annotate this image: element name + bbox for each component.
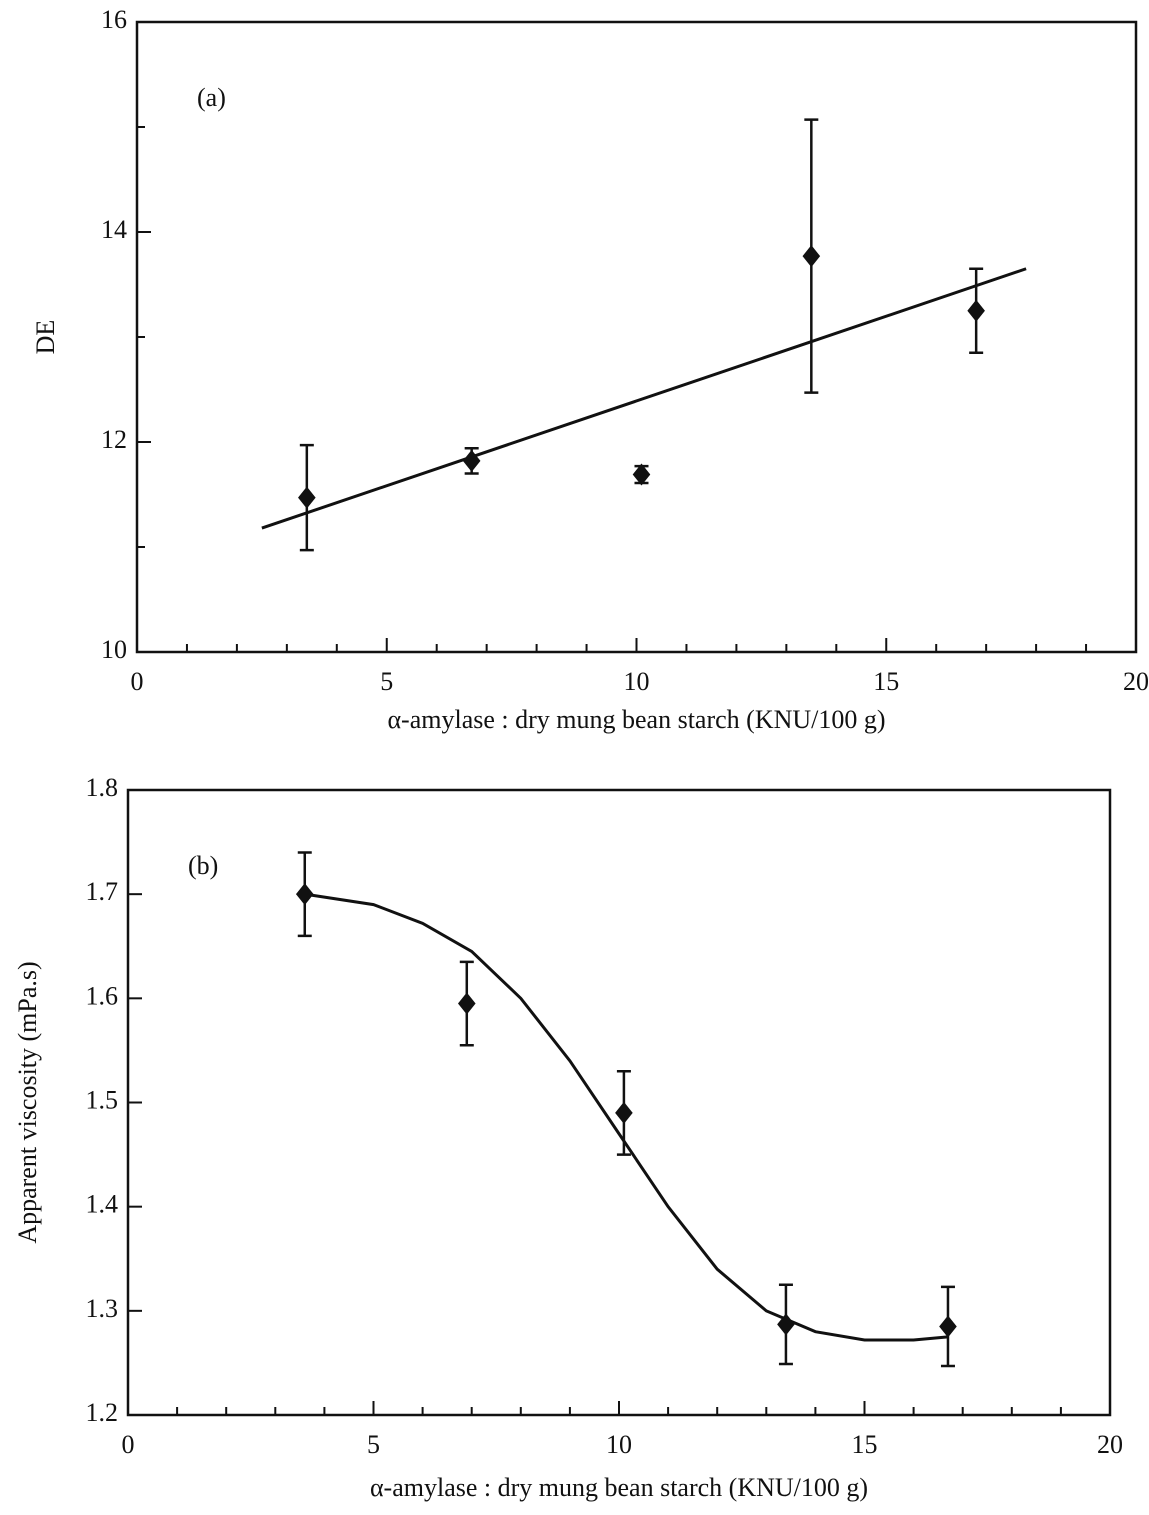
x-tick-label: 5 <box>380 667 393 696</box>
data-point <box>298 486 316 509</box>
y-tick-label: 16 <box>101 5 127 34</box>
y-tick-label: 1.4 <box>86 1190 119 1219</box>
fit-line <box>261 267 1027 530</box>
x-tick-label: 20 <box>1097 1430 1123 1459</box>
x-axis-label: α-amylase : dry mung bean starch (KNU/10… <box>387 705 885 734</box>
data-point <box>777 1313 795 1336</box>
data-point <box>295 883 314 906</box>
data-point <box>802 245 821 268</box>
x-tick-label: 10 <box>624 667 650 696</box>
y-tick-label: 1.3 <box>86 1294 119 1323</box>
y-tick-label: 1.5 <box>86 1085 119 1114</box>
x-tick-label: 0 <box>122 1430 135 1459</box>
fit-line <box>304 892 949 1342</box>
x-tick-label: 5 <box>367 1430 380 1459</box>
data-point <box>615 1101 633 1124</box>
plot-frame <box>135 20 1138 654</box>
y-tick-label: 1.2 <box>86 1398 119 1427</box>
x-tick-label: 10 <box>606 1430 632 1459</box>
y-tick-label: 1.7 <box>86 877 119 906</box>
x-tick-label: 15 <box>852 1430 878 1459</box>
x-tick-label: 0 <box>131 667 144 696</box>
y-tick-label: 12 <box>101 425 127 454</box>
x-axis-label: α-amylase : dry mung bean starch (KNU/10… <box>370 1473 868 1502</box>
y-axis-label: Apparent viscosity (mPa.s) <box>13 961 42 1243</box>
y-tick-label: 14 <box>101 215 127 244</box>
plot-frame <box>126 788 1112 1417</box>
y-tick-label: 1.6 <box>86 981 119 1010</box>
panel-label: (a) <box>197 83 226 112</box>
x-tick-label: 15 <box>873 667 899 696</box>
data-point <box>462 449 481 472</box>
x-tick-label: 20 <box>1123 667 1149 696</box>
data-point <box>967 299 985 322</box>
data-point <box>457 992 476 1015</box>
y-axis-label: DE <box>31 320 60 355</box>
panel-label: (b) <box>188 851 218 880</box>
y-tick-label: 10 <box>101 635 127 664</box>
data-point <box>632 463 651 486</box>
data-point <box>939 1315 957 1338</box>
y-tick-label: 1.8 <box>86 773 119 802</box>
